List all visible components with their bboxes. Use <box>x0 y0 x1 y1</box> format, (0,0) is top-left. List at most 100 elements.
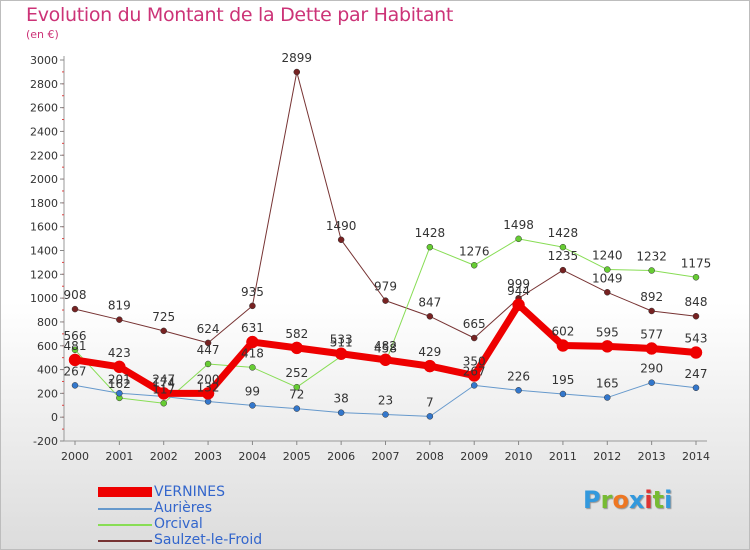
data-label-saulzet-le-froid: 908 <box>64 288 87 302</box>
data-point-vernines <box>512 298 525 312</box>
data-point-orcival <box>249 364 256 371</box>
data-point-saulzet-le-froid <box>71 305 79 313</box>
data-label-vernines: 595 <box>596 325 619 339</box>
data-label-vernines: 247 <box>152 372 175 386</box>
data-label-auri-res: 7 <box>426 395 434 409</box>
data-label-vernines: 543 <box>685 332 708 346</box>
y-tick-label: 600 <box>37 340 58 353</box>
data-point-auri-res <box>426 413 434 420</box>
y-tick-label: 1200 <box>30 268 58 281</box>
data-label-auri-res: 226 <box>507 369 530 383</box>
data-label-auri-res: 132 <box>197 380 220 394</box>
chart-subtitle: (en €) <box>26 28 59 41</box>
data-label-vernines: 482 <box>374 339 397 353</box>
data-label-saulzet-le-froid: 999 <box>507 277 530 291</box>
logo-letter: o <box>612 486 629 514</box>
data-label-vernines: 577 <box>640 327 663 341</box>
data-label-saulzet-le-froid: 848 <box>685 295 708 309</box>
data-label-vernines: 350 <box>463 355 486 369</box>
data-point-orcival <box>160 400 167 407</box>
data-point-saulzet-le-froid <box>337 236 345 244</box>
y-tick-label: 1600 <box>30 221 58 234</box>
proxiti-logo: Proxiti <box>583 486 672 514</box>
data-point-auri-res <box>249 402 256 409</box>
data-label-saulzet-le-froid: 935 <box>241 285 264 299</box>
data-point-vernines <box>556 339 570 352</box>
y-tick-label: 1800 <box>30 197 58 210</box>
x-tick-label: 2001 <box>105 450 133 463</box>
data-label-saulzet-le-froid: 847 <box>418 295 441 309</box>
data-label-orcival: 117 <box>152 382 175 396</box>
y-tick-label: 2600 <box>30 102 58 115</box>
data-point-orcival <box>293 383 301 391</box>
data-label-orcival: 447 <box>197 343 220 357</box>
data-point-saulzet-le-froid <box>559 266 567 274</box>
x-tick-label: 2006 <box>327 450 355 463</box>
data-point-orcival <box>515 235 522 243</box>
data-point-vernines <box>423 359 437 373</box>
x-tick-label: 2002 <box>150 450 178 463</box>
x-tick-label: 2008 <box>416 450 444 463</box>
data-point-auri-res <box>470 382 478 389</box>
data-label-saulzet-le-froid: 819 <box>108 299 131 313</box>
data-point-saulzet-le-froid <box>382 297 389 304</box>
legend-swatch-saulzet-le-froid <box>98 540 152 542</box>
data-label-orcival: 1175 <box>681 256 712 270</box>
x-tick-label: 2010 <box>505 450 533 463</box>
data-label-auri-res: 201 <box>108 372 131 386</box>
data-point-vernines <box>334 347 348 360</box>
data-label-saulzet-le-froid: 1235 <box>548 249 579 263</box>
data-point-saulzet-le-froid <box>204 339 212 347</box>
y-tick-label: 2200 <box>30 149 58 162</box>
data-label-saulzet-le-froid: 892 <box>640 290 663 304</box>
x-tick-label: 2007 <box>372 450 400 463</box>
data-point-orcival <box>204 360 212 368</box>
data-point-auri-res <box>382 411 389 418</box>
data-point-orcival <box>559 243 567 251</box>
data-label-vernines: 582 <box>285 327 308 341</box>
data-label-orcival: 252 <box>285 366 308 380</box>
x-tick-label: 2012 <box>593 450 621 463</box>
data-point-auri-res <box>648 379 655 386</box>
x-tick-label: 2014 <box>682 450 710 463</box>
data-point-vernines <box>379 353 392 367</box>
data-point-vernines <box>246 335 259 349</box>
data-label-vernines: 631 <box>241 321 264 335</box>
logo-letter: r <box>600 486 613 514</box>
y-tick-label: 2400 <box>30 125 58 138</box>
y-tick-label: 1000 <box>30 292 58 305</box>
x-tick-label: 2004 <box>238 450 266 463</box>
data-label-auri-res: 165 <box>596 377 619 391</box>
data-point-orcival <box>648 267 655 274</box>
data-point-auri-res <box>559 390 567 398</box>
data-label-vernines: 423 <box>108 346 131 360</box>
data-label-auri-res: 38 <box>334 392 349 406</box>
data-point-auri-res <box>293 405 301 412</box>
data-label-saulzet-le-froid: 665 <box>463 317 486 331</box>
data-point-vernines <box>113 360 126 374</box>
y-tick-label: 800 <box>37 316 58 329</box>
x-tick-label: 2013 <box>638 450 666 463</box>
data-label-auri-res: 195 <box>551 373 574 387</box>
y-tick-label: 3000 <box>30 54 58 67</box>
data-point-orcival <box>470 262 478 269</box>
data-point-vernines <box>290 341 304 355</box>
data-label-auri-res: 174 <box>152 375 175 389</box>
data-label-saulzet-le-froid: 1490 <box>326 219 357 233</box>
data-point-saulzet-le-froid <box>293 68 301 76</box>
data-point-auri-res <box>604 394 611 401</box>
data-point-orcival <box>604 266 611 273</box>
legend-swatch-orcival <box>98 524 152 526</box>
y-tick-label: 2000 <box>30 173 58 186</box>
data-point-auri-res <box>71 382 79 389</box>
data-label-orcival: 458 <box>374 342 397 356</box>
y-tick-label: 200 <box>37 387 58 400</box>
data-point-vernines <box>467 369 481 382</box>
data-point-vernines <box>201 387 215 400</box>
data-point-saulzet-le-froid <box>426 313 434 320</box>
y-tick-label: -200 <box>33 435 58 448</box>
x-tick-label: 2005 <box>283 450 311 463</box>
data-label-orcival: 1240 <box>592 249 623 263</box>
data-label-auri-res: 72 <box>289 388 304 402</box>
